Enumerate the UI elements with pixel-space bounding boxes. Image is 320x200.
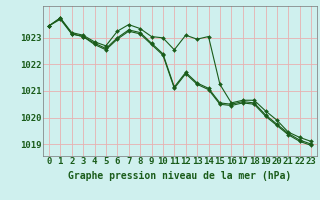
- X-axis label: Graphe pression niveau de la mer (hPa): Graphe pression niveau de la mer (hPa): [68, 171, 292, 181]
